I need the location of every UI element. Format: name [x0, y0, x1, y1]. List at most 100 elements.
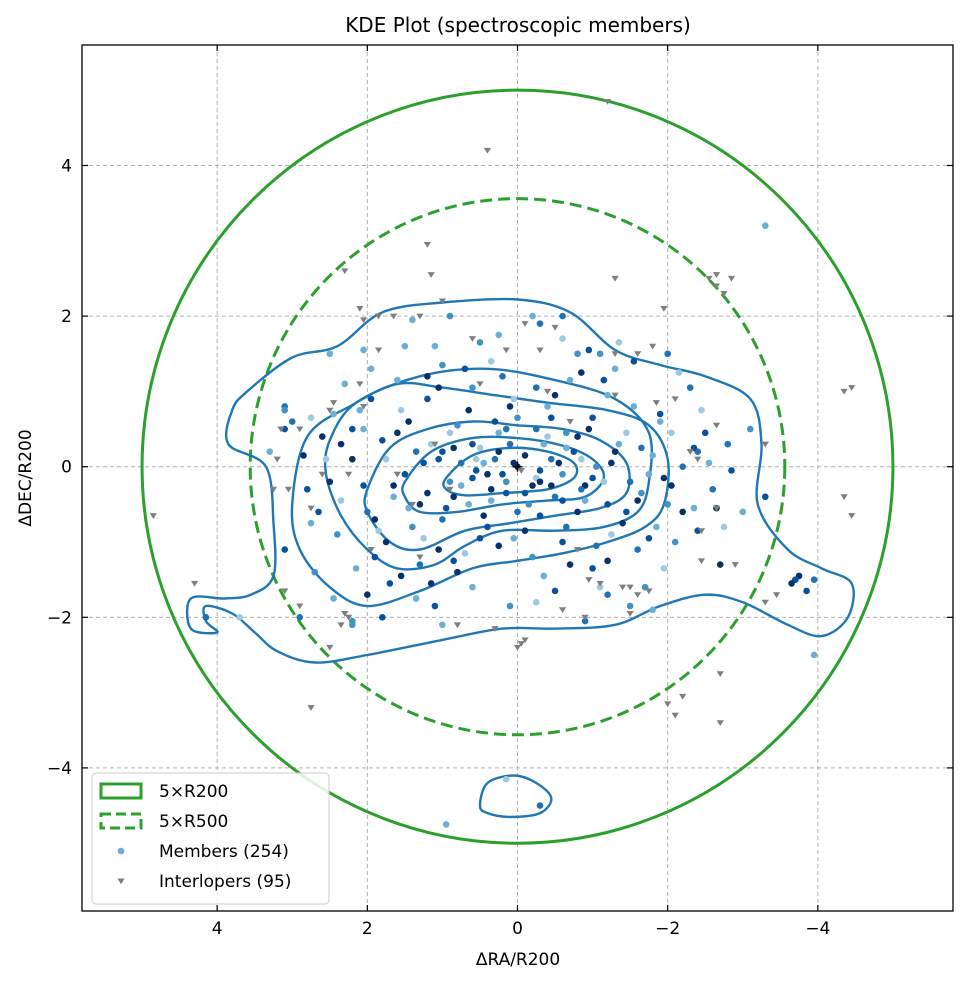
member-point-122 — [761, 222, 769, 230]
member-point-35 — [390, 493, 397, 501]
interloper-point-76 — [446, 486, 454, 493]
member-point-77 — [386, 580, 394, 587]
interloper-point-13 — [374, 313, 383, 320]
member-point-141 — [623, 429, 630, 437]
x-axis-label: ΔRA/R200 — [476, 950, 560, 970]
member-point-10 — [559, 470, 566, 478]
member-point-168 — [469, 583, 476, 591]
member-point-83 — [364, 591, 371, 599]
member-point-99 — [266, 448, 274, 455]
interloper-point-64 — [679, 693, 687, 700]
member-point-245 — [656, 410, 664, 418]
kde-contour-3 — [290, 381, 670, 608]
member-point-156 — [337, 497, 345, 504]
member-point-161 — [653, 523, 660, 531]
interloper-point-36 — [284, 486, 293, 493]
member-point-181 — [525, 501, 533, 508]
interloper-point-4 — [427, 272, 435, 278]
legend-swatch-2 — [117, 847, 125, 855]
member-point-48 — [664, 501, 671, 508]
interloper-point-20 — [611, 351, 619, 357]
member-point-111 — [349, 617, 356, 625]
member-point-37 — [439, 516, 446, 523]
member-point-87 — [281, 546, 289, 553]
member-point-25 — [424, 489, 431, 497]
member-point-100 — [761, 493, 769, 501]
member-point-191 — [638, 444, 645, 452]
member-point-85 — [401, 342, 409, 350]
member-point-47 — [364, 508, 371, 516]
legend: 5×R200 5×R500 Members (254) Interlopers (95… — [91, 772, 330, 905]
member-point-227 — [559, 497, 566, 504]
x-tick-label-3: −2 — [655, 919, 680, 939]
interloper-point-84 — [686, 449, 694, 455]
member-point-235 — [611, 448, 619, 455]
member-point-196 — [465, 406, 472, 414]
member-point-114 — [360, 346, 367, 354]
interloper-point-34 — [344, 471, 353, 478]
member-point-13 — [487, 485, 495, 493]
member-point-212 — [367, 395, 375, 403]
member-point-1 — [499, 470, 506, 478]
kde-contour-7 — [478, 774, 553, 819]
interloper-point-39 — [307, 505, 315, 512]
interloper-point-68 — [307, 705, 315, 711]
member-point-45 — [484, 523, 491, 531]
member-point-230 — [439, 448, 446, 455]
interloper-point-1 — [483, 147, 492, 154]
member-point-233 — [536, 512, 544, 519]
member-point-38 — [589, 414, 596, 422]
member-point-215 — [630, 357, 638, 365]
member-point-39 — [514, 414, 521, 422]
member-point-204 — [382, 538, 390, 546]
member-point-95 — [379, 614, 386, 621]
interloper-point-53 — [619, 584, 627, 591]
member-point-67 — [356, 406, 364, 414]
circle-r500 — [248, 197, 787, 737]
member-point-3 — [491, 455, 499, 463]
member-point-42 — [649, 452, 656, 459]
member-point-34 — [574, 508, 581, 516]
kde-contour-2 — [323, 367, 654, 571]
member-point-148 — [420, 534, 427, 542]
member-point-125 — [236, 614, 243, 621]
interloper-point-88 — [761, 441, 769, 448]
member-point-66 — [589, 565, 596, 572]
member-point-210 — [450, 557, 457, 565]
member-point-116 — [585, 346, 593, 354]
interloper-point-81 — [416, 313, 424, 320]
member-point-130 — [307, 414, 315, 422]
kde-contour-5 — [401, 435, 606, 515]
member-point-9 — [469, 474, 476, 482]
member-point-232 — [491, 418, 499, 425]
interloper-point-51 — [585, 577, 593, 583]
member-point-144 — [382, 455, 390, 463]
interloper-point-37 — [269, 486, 278, 493]
member-point-234 — [416, 501, 424, 508]
member-point-80 — [739, 508, 747, 516]
member-point-147 — [510, 534, 518, 542]
member-point-94 — [716, 561, 724, 568]
member-point-40 — [514, 508, 521, 516]
member-point-184 — [450, 444, 457, 452]
y-tick-label-1: 2 — [61, 307, 72, 327]
member-point-221 — [495, 448, 503, 455]
member-point-74 — [574, 350, 581, 358]
interloper-point-2 — [423, 242, 431, 248]
member-point-179 — [698, 406, 705, 414]
interloper-point-40 — [149, 513, 157, 519]
member-point-109 — [604, 591, 611, 599]
member-point-113 — [281, 406, 289, 414]
member-point-63 — [318, 433, 326, 440]
interloper-point-52 — [596, 580, 604, 587]
interloper-point-74 — [431, 441, 439, 448]
member-point-108 — [529, 312, 536, 320]
member-point-106 — [746, 425, 754, 433]
member-point-250 — [461, 365, 469, 373]
member-point-7 — [480, 459, 488, 467]
member-point-180 — [502, 425, 510, 433]
interloper-point-80 — [341, 268, 349, 275]
interloper-point-33 — [296, 426, 304, 433]
x-tick-label-0: 4 — [212, 919, 223, 939]
